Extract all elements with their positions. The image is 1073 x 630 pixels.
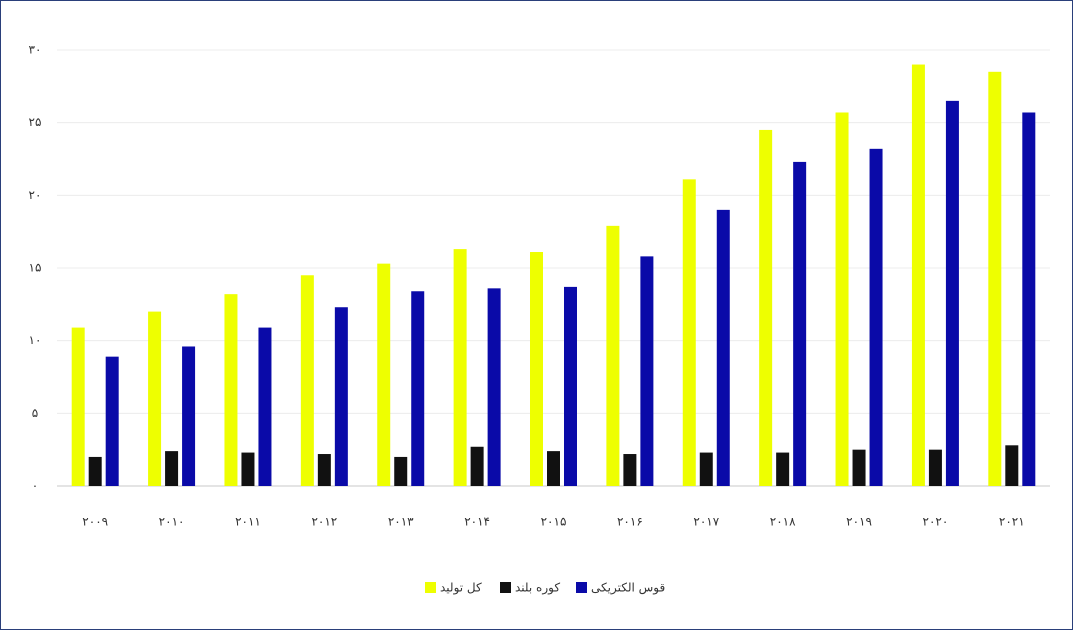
x-tick-label: ۲۰۲۰ bbox=[923, 515, 949, 529]
x-tick-label: ۲۰۱۷ bbox=[693, 515, 719, 529]
bar bbox=[945, 100, 959, 486]
bar bbox=[1005, 445, 1019, 486]
bar bbox=[71, 327, 85, 486]
bar bbox=[793, 161, 807, 486]
x-tick-label: ۲۰۱۸ bbox=[770, 515, 796, 529]
x-tick-label: ۲۰۱۹ bbox=[846, 515, 872, 529]
legend-label: کل تولید bbox=[440, 581, 482, 596]
y-tick-label: ۳۰ bbox=[29, 43, 42, 57]
bar bbox=[835, 112, 849, 486]
bar bbox=[487, 288, 501, 486]
legend-label: قوس الکتریکی bbox=[591, 581, 665, 596]
bar bbox=[300, 275, 314, 486]
bar bbox=[682, 179, 696, 486]
bar bbox=[640, 256, 654, 486]
bar bbox=[241, 452, 255, 486]
y-tick-label: ۵ bbox=[32, 406, 38, 420]
legend-swatch bbox=[500, 582, 511, 593]
bar bbox=[623, 454, 637, 486]
bar bbox=[759, 129, 773, 486]
bar bbox=[148, 311, 162, 486]
bar bbox=[317, 454, 331, 486]
y-tick-label: ۲۵ bbox=[29, 115, 42, 129]
bar bbox=[716, 209, 730, 486]
x-tick-label: ۲۰۱۵ bbox=[541, 515, 567, 529]
bar bbox=[852, 449, 866, 486]
x-tick-label: ۲۰۱۰ bbox=[159, 515, 185, 529]
bar bbox=[165, 451, 179, 486]
bar bbox=[776, 452, 790, 486]
y-tick-label: ۲۰ bbox=[29, 188, 42, 202]
bar bbox=[224, 294, 238, 486]
bar bbox=[869, 148, 883, 486]
bar bbox=[258, 327, 272, 486]
bar bbox=[105, 356, 119, 486]
bar bbox=[334, 307, 348, 486]
bar bbox=[530, 252, 543, 486]
x-tick-label: ۲۰۱۶ bbox=[617, 515, 643, 529]
bar bbox=[411, 291, 425, 486]
bar bbox=[606, 225, 620, 486]
legend-swatch bbox=[576, 582, 587, 593]
bar bbox=[699, 452, 713, 486]
bar bbox=[988, 71, 1002, 487]
y-tick-label: ۰ bbox=[32, 479, 38, 493]
bar bbox=[928, 449, 942, 486]
x-tick-label: ۲۰۱۱ bbox=[235, 515, 261, 529]
bar bbox=[88, 456, 102, 486]
bar bbox=[911, 64, 925, 487]
bar bbox=[547, 451, 560, 486]
x-tick-label: ۲۰۱۲ bbox=[311, 515, 337, 529]
y-tick-label: ۱۵ bbox=[29, 261, 42, 275]
x-tick-label: ۲۰۱۴ bbox=[464, 515, 490, 529]
bar bbox=[564, 286, 577, 486]
legend-swatch bbox=[425, 582, 436, 593]
bar bbox=[394, 456, 408, 486]
bar bbox=[453, 249, 467, 486]
legend-label: کوره بلند bbox=[515, 581, 560, 596]
bar bbox=[182, 346, 196, 486]
bar bbox=[470, 446, 484, 486]
x-tick-label: ۲۰۱۳ bbox=[388, 515, 414, 529]
x-tick-label: ۲۰۲۱ bbox=[999, 515, 1025, 529]
bar bbox=[377, 263, 391, 486]
bar bbox=[1022, 112, 1036, 486]
y-tick-label: ۱۰ bbox=[29, 333, 42, 347]
x-tick-label: ۲۰۰۹ bbox=[82, 515, 108, 529]
